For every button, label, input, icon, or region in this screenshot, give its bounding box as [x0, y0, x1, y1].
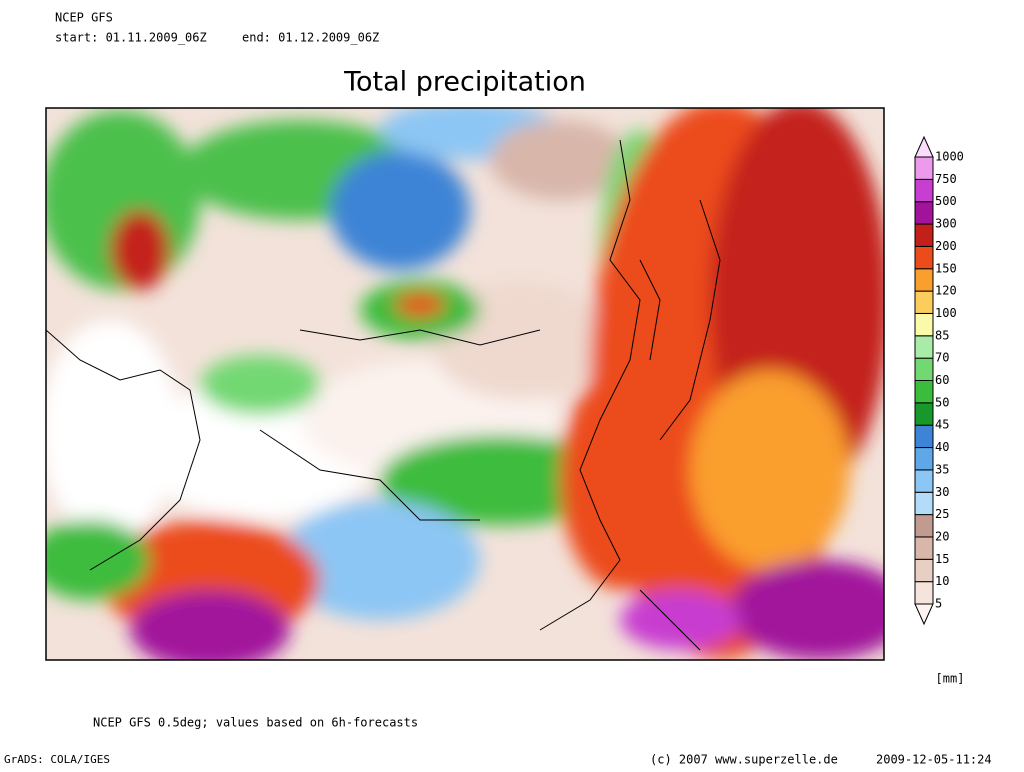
colorbar-label: 120 [935, 284, 957, 298]
colorbar-box [914, 245, 934, 270]
colorbar-box [914, 223, 934, 247]
timestamp: 2009-12-05-11:24 [876, 753, 992, 767]
colorbar-label: 200 [935, 239, 957, 253]
software-credit: GrADS: COLA/IGES [4, 753, 110, 766]
colorbar-label: 25 [935, 507, 949, 521]
colorbar-box [914, 156, 934, 180]
colorbar: 5 10 15 20 25 30 35 40 45 50 60 70 85 100 120 150 200 300… [914, 135, 964, 626]
colorbar-box [914, 402, 934, 426]
colorbar-label: 100 [935, 306, 957, 320]
copyright: (c) 2007 www.superzelle.de [650, 753, 838, 767]
colorbar-label: 85 [935, 328, 949, 342]
colorbar-box [914, 357, 934, 381]
colorbar-label: 70 [935, 351, 949, 365]
colorbar-label: 60 [935, 373, 949, 387]
model-label: NCEP GFS [55, 11, 113, 25]
colorbar-box [914, 290, 934, 314]
colorbar-label: 750 [935, 172, 957, 186]
colorbar-label: 45 [935, 418, 949, 432]
colorbar-high-triangle [914, 135, 934, 158]
colorbar-box [914, 469, 934, 493]
unit-label: [mm] [936, 672, 965, 686]
colorbar-box [914, 178, 934, 203]
end-label: end: 01.12.2009_06Z [242, 31, 379, 45]
colorbar-label: 5 [935, 597, 942, 611]
colorbar-label: 35 [935, 462, 949, 476]
colorbar-box [914, 201, 934, 225]
colorbar-label: 40 [935, 440, 949, 454]
colorbar-box [914, 447, 934, 471]
colorbar-label: 10 [935, 574, 949, 588]
colorbar-box [914, 491, 934, 516]
colorbar-low-triangle [914, 603, 934, 626]
colorbar-box [914, 514, 934, 538]
colorbar-label: 30 [935, 485, 949, 499]
colorbar-box [914, 536, 934, 560]
colorbar-box [914, 581, 934, 605]
colorbar-box [914, 335, 934, 359]
colorbar-box [914, 268, 934, 292]
colorbar-label: 500 [935, 194, 957, 208]
colorbar-box [914, 424, 934, 449]
coastlines [46, 139, 721, 651]
colorbar-label: 150 [935, 261, 957, 275]
colorbar-label: 300 [935, 217, 957, 231]
colorbar-box [914, 558, 934, 583]
map-frame [45, 107, 885, 661]
colorbar-label: 15 [935, 552, 949, 566]
colorbar-label: 20 [935, 529, 949, 543]
map-title: Total precipitation [343, 67, 586, 98]
colorbar-label: 50 [935, 395, 949, 409]
colorbar-box [914, 312, 934, 337]
start-label: start: 01.11.2009_06Z [55, 31, 207, 45]
precipitation-map [46, 108, 884, 660]
footer-note: NCEP GFS 0.5deg; values based on 6h-fore… [93, 716, 418, 730]
colorbar-label: 1000 [935, 150, 964, 164]
colorbar-box [914, 380, 934, 404]
